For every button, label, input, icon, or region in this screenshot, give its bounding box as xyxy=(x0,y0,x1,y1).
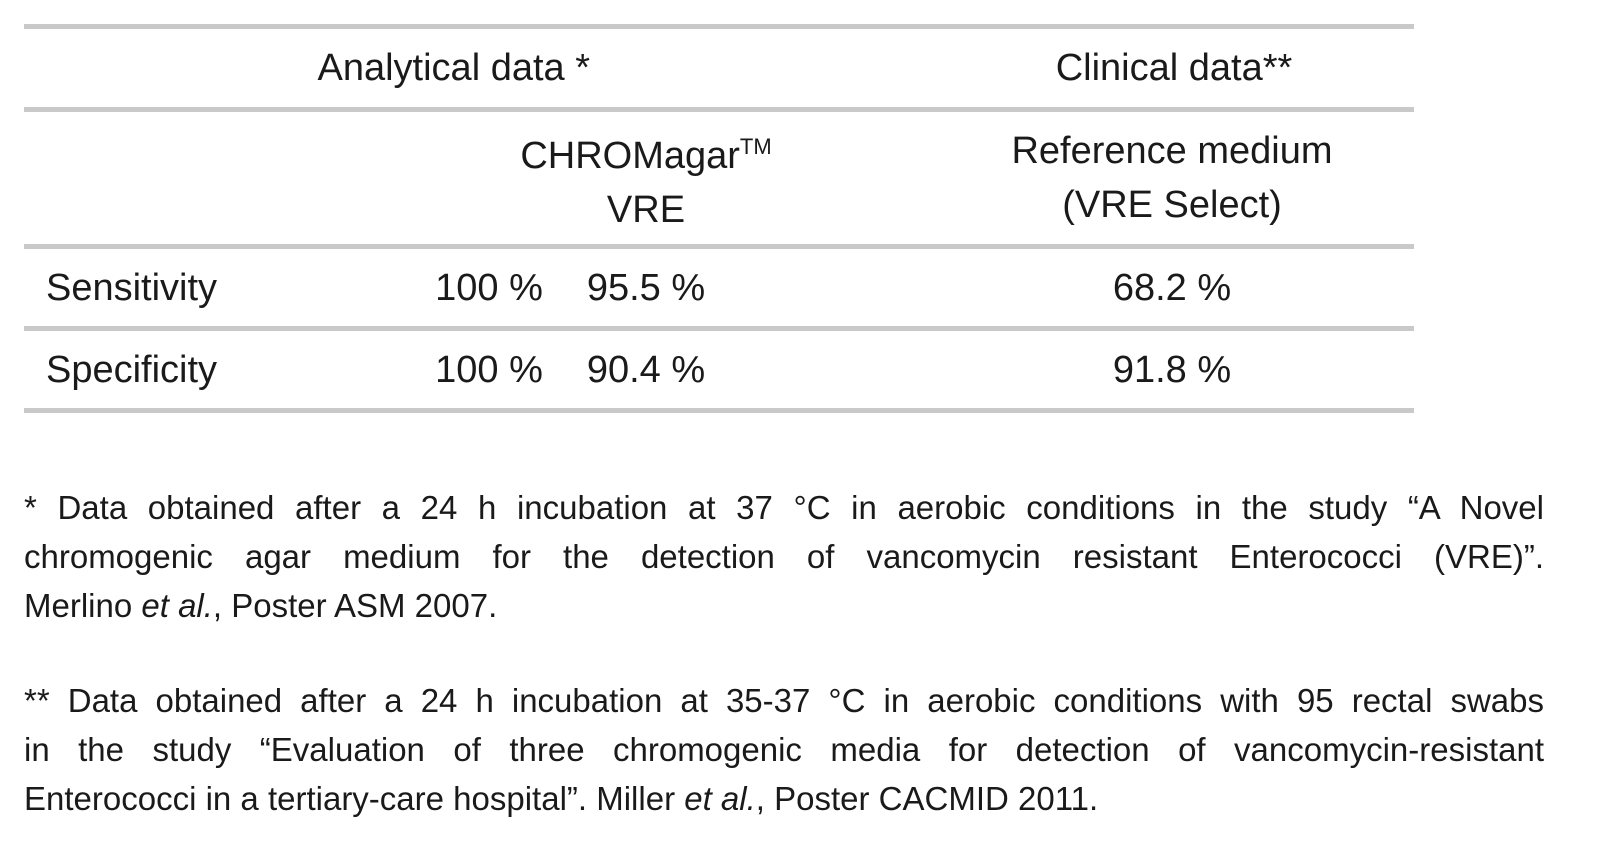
table-body-rule xyxy=(24,244,1414,249)
specificity-reference-value: 91.8 % xyxy=(1112,348,1232,391)
specificity-chromagar-value: 90.4 % xyxy=(586,348,706,391)
reference-header-line2: (VRE Select) xyxy=(1062,184,1282,226)
sensitivity-reference-value: 68.2 % xyxy=(1112,266,1232,309)
table-top-rule xyxy=(24,24,1414,29)
sensitivity-chromagar-value: 95.5 % xyxy=(586,266,706,309)
reference-header-line1: Reference medium xyxy=(1011,130,1333,172)
table-row: Sensitivity 100 % 95.5 % 68.2 % xyxy=(24,249,1414,326)
footnote-1-et-al: et al. xyxy=(141,587,213,624)
footnote-2-line-2: in the study “Evaluation of three chromo… xyxy=(24,731,1544,768)
footnote-1-source: , Poster ASM 2007. xyxy=(212,587,498,624)
table-row-rule xyxy=(24,326,1414,331)
chromagar-header-line1: CHROMagarTM xyxy=(466,120,826,183)
clinical-data-header: Clinical data** xyxy=(614,41,1414,95)
table-subheader-row: CHROMagarTM VRE Reference medium (VRE Se… xyxy=(24,112,1414,244)
row-label-sensitivity: Sensitivity xyxy=(46,266,218,309)
chromagar-vre-header: CHROMagarTM VRE xyxy=(466,120,826,237)
footnote-2-author: Enterococci in a tertiary-care hospital”… xyxy=(24,780,685,817)
footnote-2-source: , Poster CACMID 2011. xyxy=(755,780,1099,817)
table-row: Specificity 100 % 90.4 % 91.8 % xyxy=(24,331,1414,408)
footnote-2-et-al: et al. xyxy=(684,780,756,817)
trademark-mark: TM xyxy=(739,133,772,159)
sensitivity-analytical-value: 100 % xyxy=(435,266,543,309)
table-group-header-row: Analytical data * Clinical data** xyxy=(24,29,1414,107)
table-bottom-rule xyxy=(24,408,1414,413)
footnote-1-line-3: Merlino et al., Poster ASM 2007. xyxy=(24,581,1544,630)
table-header-rule xyxy=(24,107,1414,112)
reference-medium-header: Reference medium (VRE Select) xyxy=(952,124,1392,232)
footnote-2-line-1: ** Data obtained after a 24 h incubation… xyxy=(24,682,1544,719)
analytical-data-header-text: Analytical data * xyxy=(317,47,591,89)
performance-table: Analytical data * Clinical data** CHROMa… xyxy=(24,24,1414,413)
row-label-specificity: Specificity xyxy=(46,348,218,391)
footnote-clinical: ** Data obtained after a 24 h incubation… xyxy=(24,676,1544,823)
chromagar-header-line2: VRE xyxy=(606,188,686,231)
analytical-data-header: Analytical data * xyxy=(24,41,614,95)
footnote-analytical: * Data obtained after a 24 h incubation … xyxy=(24,483,1544,630)
footnote-2-line-3: Enterococci in a tertiary-care hospital”… xyxy=(24,774,1544,823)
footnote-1-line-2: chromogenic agar medium for the detectio… xyxy=(24,538,1544,575)
footnote-1-author: Merlino xyxy=(24,587,142,624)
footnote-1-line-1: * Data obtained after a 24 h incubation … xyxy=(24,489,1544,526)
clinical-data-header-text: Clinical data** xyxy=(1055,47,1293,89)
specificity-analytical-value: 100 % xyxy=(435,348,543,391)
chromagar-name: CHROMagar xyxy=(520,134,740,177)
